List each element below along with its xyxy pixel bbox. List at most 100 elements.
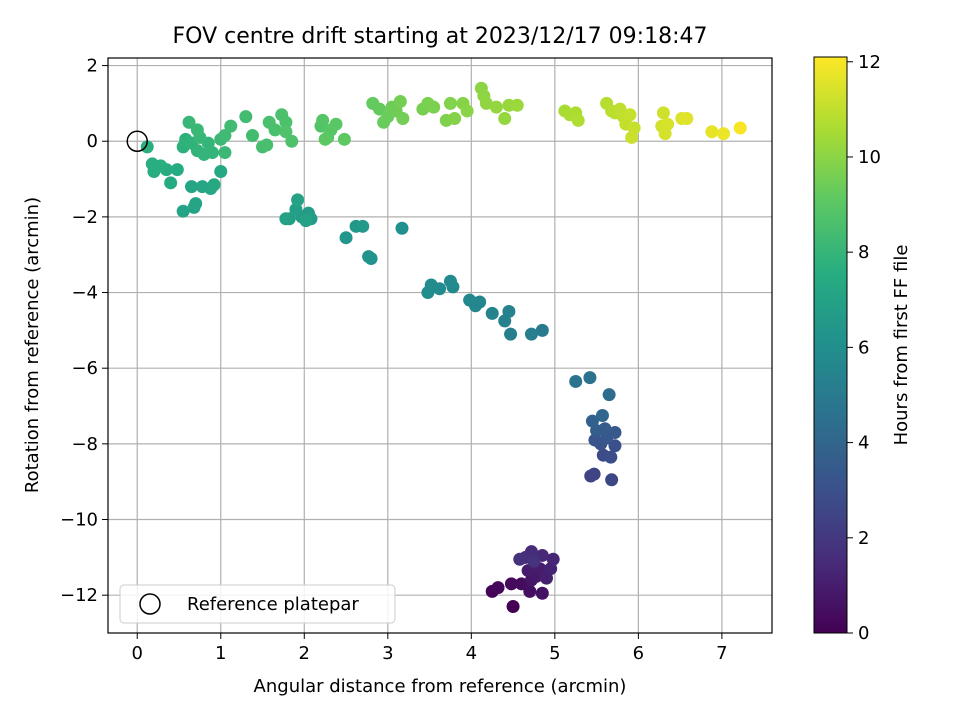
scatter-point bbox=[623, 108, 637, 122]
scatter-points bbox=[140, 81, 747, 614]
colorbar-gradient bbox=[813, 56, 848, 634]
y-axis-label: Rotation from reference (arcmin) bbox=[22, 197, 43, 493]
scatter-point bbox=[170, 163, 184, 177]
scatter-point bbox=[463, 293, 477, 307]
colorbar-ticks: 0 2 4 6 8 10 12 bbox=[847, 52, 881, 644]
scatter-point bbox=[362, 250, 376, 264]
scatter-point bbox=[207, 178, 221, 192]
colorbar-tick-label: 8 bbox=[858, 242, 869, 263]
scatter-point bbox=[460, 104, 474, 118]
y-tick-label: −2 bbox=[71, 207, 98, 228]
y-tick-label: 2 bbox=[87, 56, 98, 77]
scatter-point bbox=[140, 140, 154, 154]
scatter-point bbox=[705, 125, 719, 139]
x-tick-label: 2 bbox=[299, 643, 310, 664]
scatter-point bbox=[260, 138, 274, 152]
scatter-point bbox=[524, 327, 538, 341]
reference-marker bbox=[126, 130, 148, 152]
y-tick-label: −6 bbox=[71, 358, 98, 379]
scatter-point bbox=[185, 180, 199, 194]
scatter-point bbox=[318, 132, 332, 146]
scatter-point bbox=[513, 552, 527, 566]
colorbar-label: Hours from first FF file bbox=[891, 245, 912, 446]
scatter-point bbox=[489, 100, 503, 114]
scatter-point bbox=[680, 112, 694, 126]
scatter-point bbox=[485, 306, 499, 320]
colorbar-tick-label: 2 bbox=[858, 528, 869, 549]
x-tick-label: 3 bbox=[382, 643, 393, 664]
scatter-point bbox=[218, 129, 232, 143]
colorbar: 0 2 4 6 8 10 12 Hours from first FF file bbox=[813, 52, 912, 644]
scatter-point bbox=[164, 176, 178, 190]
scatter-point bbox=[245, 129, 259, 143]
scatter-point bbox=[571, 113, 585, 127]
scatter-point bbox=[510, 98, 524, 112]
scatter-point bbox=[514, 577, 528, 591]
scatter-point bbox=[535, 323, 549, 337]
y-tick-label: −12 bbox=[60, 585, 98, 606]
colorbar-tick-label: 0 bbox=[858, 623, 869, 644]
scatter-point bbox=[427, 100, 441, 114]
scatter-point bbox=[279, 212, 293, 226]
scatter-point bbox=[339, 231, 353, 245]
x-tick-label: 5 bbox=[549, 643, 560, 664]
scatter-point bbox=[218, 146, 232, 160]
scatter-point bbox=[285, 134, 299, 148]
x-tick-label: 0 bbox=[132, 643, 143, 664]
scatter-point bbox=[443, 274, 457, 288]
colorbar-tick-label: 12 bbox=[858, 52, 881, 73]
x-tick-label: 6 bbox=[633, 643, 644, 664]
chart-title: FOV centre drift starting at 2023/12/17 … bbox=[173, 24, 708, 49]
scatter-point bbox=[527, 554, 541, 568]
scatter-point bbox=[717, 127, 731, 141]
grid bbox=[108, 58, 772, 633]
scatter-point bbox=[733, 121, 747, 135]
y-tick-label: −4 bbox=[71, 283, 98, 304]
legend-marker bbox=[139, 593, 161, 615]
scatter-point bbox=[504, 577, 518, 591]
scatter-point bbox=[356, 219, 370, 233]
colorbar-tick-label: 6 bbox=[858, 337, 869, 358]
scatter-point bbox=[448, 112, 462, 126]
scatter-point bbox=[337, 132, 351, 146]
x-tick-label: 1 bbox=[215, 643, 226, 664]
scatter-point bbox=[176, 204, 190, 218]
scatter-point bbox=[502, 304, 516, 318]
scatter-point bbox=[479, 96, 493, 110]
x-axis-label: Angular distance from reference (arcmin) bbox=[254, 676, 627, 697]
scatter-point bbox=[535, 586, 549, 600]
scatter-point bbox=[604, 450, 618, 464]
scatter-point bbox=[214, 164, 228, 178]
scatter-point bbox=[625, 130, 639, 144]
scatter-point bbox=[608, 426, 622, 440]
scatter-point bbox=[279, 125, 293, 139]
scatter-point bbox=[583, 371, 597, 385]
scatter-point bbox=[396, 112, 410, 126]
scatter-point bbox=[656, 106, 670, 120]
scatter-point bbox=[154, 159, 168, 173]
scatter-point bbox=[329, 117, 343, 131]
plot-frame bbox=[107, 57, 773, 634]
scatter-point bbox=[224, 119, 238, 133]
scatter-point bbox=[443, 96, 457, 110]
scatter-point bbox=[605, 473, 619, 487]
colorbar-tick-label: 10 bbox=[858, 147, 881, 168]
y-tick-label: −10 bbox=[60, 510, 98, 531]
legend-entry: Reference platepar bbox=[187, 594, 359, 615]
scatter-point bbox=[190, 123, 204, 137]
reference-marker-group bbox=[126, 130, 148, 152]
x-tick-label: 4 bbox=[466, 643, 477, 664]
scatter-point bbox=[268, 123, 282, 137]
scatter-point bbox=[421, 286, 435, 300]
scatter-point bbox=[239, 110, 253, 124]
scatter-point bbox=[504, 327, 518, 341]
scatter-point bbox=[291, 193, 305, 207]
scatter-point bbox=[187, 200, 201, 214]
colorbar-tick-label: 4 bbox=[858, 433, 869, 454]
y-tick-label: 0 bbox=[87, 131, 98, 152]
scatter-point bbox=[395, 221, 409, 235]
scatter-point bbox=[521, 564, 535, 578]
scatter-point bbox=[595, 408, 609, 422]
scatter-point bbox=[506, 600, 520, 614]
